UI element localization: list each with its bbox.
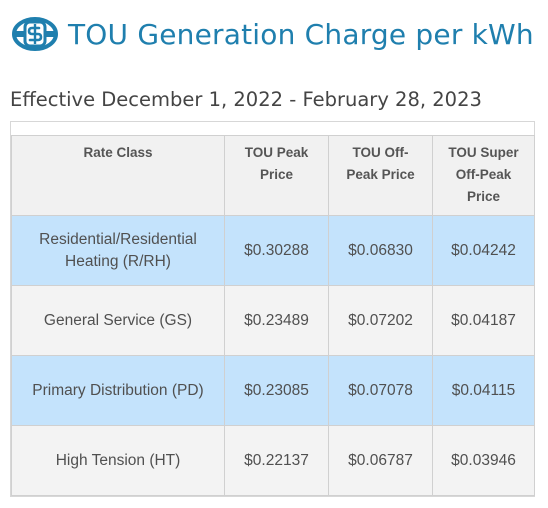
super-off-peak-price-cell: $0.03946: [432, 425, 535, 496]
rate-class-cell: High Tension (HT): [11, 425, 225, 496]
rate-table-container: Rate Class TOU Peak Price TOU Off-Peak P…: [10, 121, 535, 497]
effective-date-text: Effective December 1, 2022 - February 28…: [10, 88, 482, 111]
table-row: General Service (GS) $0.23489 $0.07202 $…: [11, 285, 535, 356]
column-header-super-off-peak: TOU Super Off-Peak Price: [432, 135, 535, 216]
off-peak-price-cell: $0.06787: [328, 425, 433, 496]
page-header: TOU Generation Charge per kWh: [12, 14, 534, 54]
column-header-super-off-peak-label: TOU Super Off-Peak Price: [448, 145, 519, 204]
rate-table: Rate Class TOU Peak Price TOU Off-Peak P…: [11, 135, 535, 496]
off-peak-price-cell: $0.06830: [328, 215, 433, 286]
peak-price-cell: $0.23489: [224, 285, 329, 356]
peak-price-cell: $0.23085: [224, 355, 329, 426]
table-header-row: Rate Class TOU Peak Price TOU Off-Peak P…: [11, 135, 535, 216]
column-header-off-peak: TOU Off-Peak Price: [328, 135, 433, 216]
rate-class-cell: Residential/Residential Heating (R/RH): [11, 215, 225, 286]
column-header-peak: TOU Peak Price: [224, 135, 329, 216]
rate-class-cell: Primary Distribution (PD): [11, 355, 225, 426]
table-row: High Tension (HT) $0.22137 $0.06787 $0.0…: [11, 425, 535, 496]
page-title: TOU Generation Charge per kWh: [68, 17, 534, 51]
peak-price-cell: $0.30288: [224, 215, 329, 286]
column-header-peak-label: TOU Peak Price: [244, 145, 309, 182]
dollar-coin-icon: [12, 17, 58, 51]
table-row: Primary Distribution (PD) $0.23085 $0.07…: [11, 355, 535, 426]
super-off-peak-price-cell: $0.04115: [432, 355, 535, 426]
column-header-rate-class: Rate Class: [11, 135, 225, 216]
off-peak-price-cell: $0.07202: [328, 285, 433, 356]
peak-price-cell: $0.22137: [224, 425, 329, 496]
super-off-peak-price-cell: $0.04242: [432, 215, 535, 286]
off-peak-price-cell: $0.07078: [328, 355, 433, 426]
table-row: Residential/Residential Heating (R/RH) $…: [11, 215, 535, 286]
super-off-peak-price-cell: $0.04187: [432, 285, 535, 356]
rate-class-cell: General Service (GS): [11, 285, 225, 356]
column-header-off-peak-label: TOU Off-Peak Price: [346, 145, 415, 182]
